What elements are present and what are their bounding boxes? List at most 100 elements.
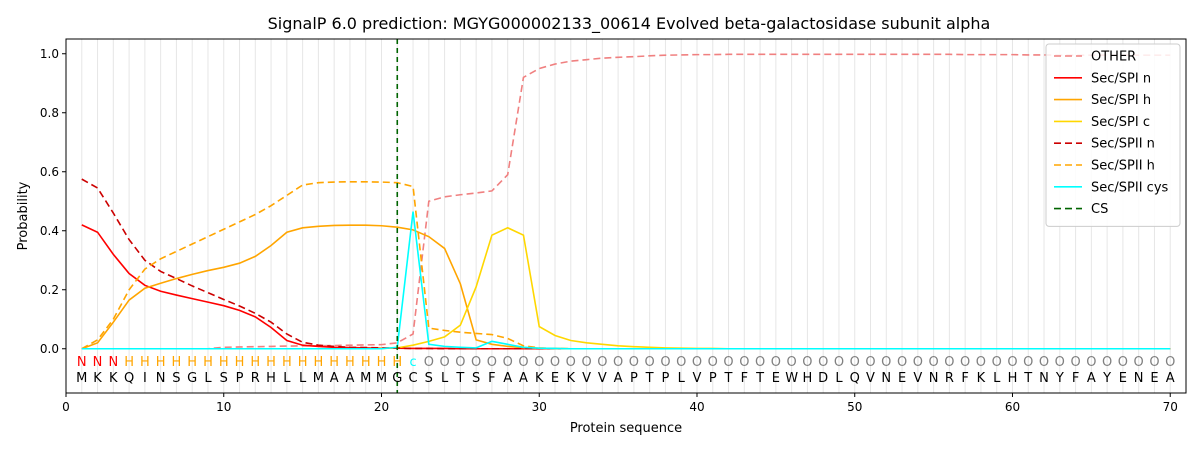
region-label: H bbox=[156, 355, 166, 370]
region-label: O bbox=[928, 355, 938, 370]
residue-label: N bbox=[881, 371, 891, 386]
residue-label: S bbox=[425, 371, 433, 386]
residue-label: A bbox=[345, 371, 354, 386]
residue-label: P bbox=[236, 371, 244, 386]
legend-label: CS bbox=[1091, 202, 1108, 217]
x-tick-label: 50 bbox=[847, 400, 862, 414]
region-label: H bbox=[219, 355, 229, 370]
plot-frame bbox=[65, 38, 1187, 394]
residue-label: Y bbox=[1102, 371, 1111, 386]
residue-label: G bbox=[392, 371, 402, 386]
residue-label: Y bbox=[1055, 371, 1064, 386]
region-label: H bbox=[172, 355, 182, 370]
region-label: c bbox=[409, 355, 416, 370]
legend-label: OTHER bbox=[1091, 50, 1136, 65]
residue-label: M bbox=[376, 371, 387, 386]
series-line bbox=[81, 224, 1171, 350]
x-axis-ticks: 0 10 20 30 40 50 60 70 bbox=[62, 393, 1178, 414]
region-label: O bbox=[723, 355, 733, 370]
region-label: N bbox=[108, 355, 118, 370]
residue-label: H bbox=[1008, 371, 1018, 386]
region-label: O bbox=[534, 355, 544, 370]
residue-label: A bbox=[1166, 371, 1175, 386]
residue-label: A bbox=[614, 371, 623, 386]
residue-label: T bbox=[724, 371, 733, 386]
y-tick-label: 0.4 bbox=[40, 224, 59, 238]
region-label: H bbox=[392, 355, 402, 370]
residue-label: H bbox=[803, 371, 813, 386]
region-label: O bbox=[455, 355, 465, 370]
residue-label: C bbox=[409, 371, 418, 386]
x-tick-label: 70 bbox=[1163, 400, 1178, 414]
region-label: H bbox=[345, 355, 355, 370]
region-label: O bbox=[629, 355, 639, 370]
residue-label: V bbox=[913, 371, 922, 386]
residue-label: A bbox=[1087, 371, 1096, 386]
residue-label: K bbox=[567, 371, 576, 386]
region-label: O bbox=[787, 355, 797, 370]
residue-label: N bbox=[1039, 371, 1049, 386]
region-label: O bbox=[865, 355, 875, 370]
residue-label: R bbox=[945, 371, 954, 386]
residue-label: I bbox=[143, 371, 147, 386]
region-label: O bbox=[755, 355, 765, 370]
region-label: O bbox=[739, 355, 749, 370]
residue-label: V bbox=[582, 371, 591, 386]
residue-label: P bbox=[662, 371, 670, 386]
residue-label: N bbox=[1134, 371, 1144, 386]
residue-label: T bbox=[1023, 371, 1032, 386]
residue-label: S bbox=[472, 371, 480, 386]
residue-label: L bbox=[993, 371, 1001, 386]
region-label: O bbox=[897, 355, 907, 370]
residue-label: W bbox=[785, 371, 798, 386]
x-tick-label: 30 bbox=[532, 400, 547, 414]
region-label: O bbox=[771, 355, 781, 370]
series-line bbox=[81, 180, 1171, 350]
region-label: H bbox=[140, 355, 150, 370]
x-tick-label: 20 bbox=[374, 400, 389, 414]
y-tick-label: 0.2 bbox=[40, 283, 59, 297]
residue-label: K bbox=[977, 371, 986, 386]
region-label: O bbox=[1023, 355, 1033, 370]
y-axis-ticks: 0.0 0.2 0.4 0.6 0.8 1.0 bbox=[40, 47, 66, 356]
region-label: N bbox=[93, 355, 103, 370]
region-label: O bbox=[1007, 355, 1017, 370]
residue-label: S bbox=[172, 371, 180, 386]
region-label: H bbox=[298, 355, 308, 370]
y-tick-label: 1.0 bbox=[40, 47, 59, 61]
region-label: O bbox=[1149, 355, 1159, 370]
residue-label: S bbox=[220, 371, 228, 386]
residue-label: A bbox=[330, 371, 339, 386]
region-label: O bbox=[818, 355, 828, 370]
residue-label: K bbox=[535, 371, 544, 386]
region-label: O bbox=[550, 355, 560, 370]
residue-label: P bbox=[709, 371, 717, 386]
region-label: N bbox=[77, 355, 87, 370]
series-line bbox=[81, 211, 1171, 350]
region-label: O bbox=[645, 355, 655, 370]
region-label: O bbox=[944, 355, 954, 370]
region-label: O bbox=[1134, 355, 1144, 370]
residue-label: L bbox=[283, 371, 291, 386]
legend: OTHER Sec/SPI n Sec/SPI h Sec/SPI c Sec/SPII… bbox=[1045, 43, 1181, 227]
region-label: O bbox=[1055, 355, 1065, 370]
region-label: O bbox=[597, 355, 607, 370]
grid-lines bbox=[81, 39, 1171, 393]
residue-label: L bbox=[441, 371, 449, 386]
sequence-annotation: MNKNKNQHIHNHSHGHLHSHPHRHHHLHLHMHAHAHMHMH… bbox=[76, 355, 1175, 386]
residue-label: D bbox=[818, 371, 828, 386]
region-label: O bbox=[613, 355, 623, 370]
residue-label: M bbox=[76, 371, 87, 386]
y-axis-label: Probability bbox=[16, 181, 31, 250]
region-label: O bbox=[1118, 355, 1128, 370]
region-label: O bbox=[676, 355, 686, 370]
residue-label: F bbox=[961, 371, 968, 386]
region-label: O bbox=[518, 355, 528, 370]
residue-label: H bbox=[266, 371, 276, 386]
residue-label: A bbox=[503, 371, 512, 386]
region-label: H bbox=[235, 355, 245, 370]
region-label: O bbox=[976, 355, 986, 370]
region-label: O bbox=[487, 355, 497, 370]
residue-label: V bbox=[598, 371, 607, 386]
